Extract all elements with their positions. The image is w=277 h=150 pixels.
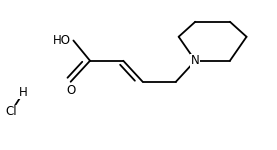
Text: HO: HO <box>53 34 71 47</box>
Text: H: H <box>19 86 28 99</box>
Text: N: N <box>191 54 200 67</box>
Text: O: O <box>66 84 75 97</box>
Text: Cl: Cl <box>5 105 17 118</box>
